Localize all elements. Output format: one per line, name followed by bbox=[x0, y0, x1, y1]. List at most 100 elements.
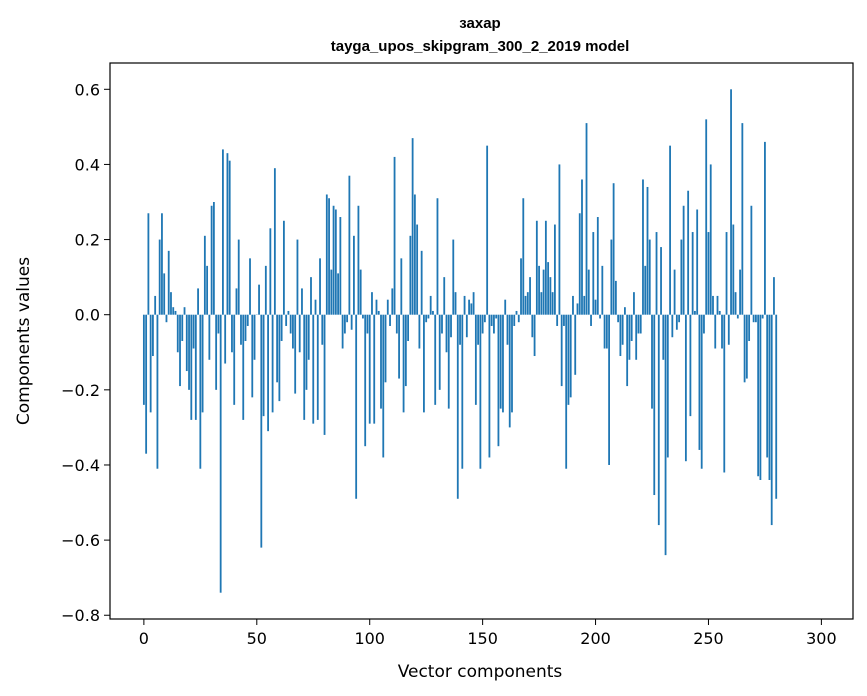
bar-component-77 bbox=[316, 314, 319, 420]
bar-component-177 bbox=[542, 269, 545, 315]
bar-component-251 bbox=[709, 164, 712, 315]
bar-component-183 bbox=[556, 314, 559, 326]
bar-component-166 bbox=[517, 314, 520, 323]
bar-component-150 bbox=[481, 314, 484, 334]
bar-component-176 bbox=[540, 292, 543, 315]
bar-component-213 bbox=[624, 307, 626, 315]
bar-component-134 bbox=[445, 314, 448, 353]
bar-component-260 bbox=[730, 89, 732, 315]
bar-component-199 bbox=[592, 232, 595, 315]
bar-component-196 bbox=[585, 123, 588, 315]
x-tick-label: 150 bbox=[467, 629, 498, 648]
bar-component-124 bbox=[423, 314, 425, 413]
bar-component-262 bbox=[734, 292, 737, 315]
bar-component-258 bbox=[725, 232, 728, 315]
bar-component-78 bbox=[319, 258, 321, 315]
bar-component-118 bbox=[409, 235, 412, 315]
bar-component-247 bbox=[700, 314, 703, 469]
bar-component-200 bbox=[594, 299, 597, 315]
bar-component-18 bbox=[183, 307, 186, 315]
bar-component-171 bbox=[529, 277, 531, 315]
bar-component-127 bbox=[429, 295, 432, 315]
bar-component-14 bbox=[174, 310, 177, 315]
bar-component-250 bbox=[707, 232, 710, 315]
bar-component-6 bbox=[156, 314, 159, 469]
bar-component-201 bbox=[596, 217, 599, 315]
bar-component-254 bbox=[716, 295, 719, 315]
bar-component-2 bbox=[147, 213, 150, 315]
bar-component-35 bbox=[222, 149, 224, 315]
bar-component-108 bbox=[386, 299, 389, 315]
x-tick-label: 200 bbox=[580, 629, 611, 648]
bar-component-179 bbox=[547, 262, 550, 315]
bar-component-147 bbox=[474, 314, 477, 405]
bar-component-137 bbox=[452, 239, 455, 315]
bar-component-27 bbox=[203, 235, 206, 315]
y-tick-label: −0.6 bbox=[61, 531, 100, 550]
bar-component-73 bbox=[307, 314, 310, 360]
bar-component-92 bbox=[350, 314, 353, 330]
bar-component-9 bbox=[163, 273, 166, 315]
bar-component-261 bbox=[732, 224, 735, 315]
bar-component-34 bbox=[219, 314, 222, 593]
bar-component-93 bbox=[353, 235, 355, 315]
bar-component-68 bbox=[296, 239, 299, 315]
x-axis: 0 50 100 150 200 250 300 bbox=[139, 619, 837, 648]
bar-component-4 bbox=[152, 314, 154, 357]
bar-component-156 bbox=[495, 314, 498, 319]
bar-component-224 bbox=[648, 239, 651, 315]
bar-component-47 bbox=[249, 258, 251, 315]
bar-component-141 bbox=[461, 314, 464, 469]
bar-component-3 bbox=[149, 314, 152, 413]
bar-component-229 bbox=[660, 247, 662, 315]
bar-component-243 bbox=[691, 232, 694, 315]
bar-component-74 bbox=[310, 277, 312, 315]
bar-component-275 bbox=[764, 141, 766, 315]
bar-component-81 bbox=[325, 194, 328, 315]
bar-component-181 bbox=[551, 292, 554, 315]
bar-component-13 bbox=[172, 307, 175, 315]
bar-component-15 bbox=[176, 314, 179, 353]
bar-component-7 bbox=[158, 239, 161, 315]
bar-component-122 bbox=[418, 314, 421, 349]
bar-component-42 bbox=[237, 239, 240, 315]
bar-component-162 bbox=[508, 314, 511, 428]
bar-component-233 bbox=[669, 145, 671, 315]
bar-component-188 bbox=[567, 314, 570, 405]
bar-component-239 bbox=[682, 205, 685, 315]
bar-component-131 bbox=[438, 314, 441, 390]
bar-component-276 bbox=[766, 314, 769, 458]
bar-component-256 bbox=[721, 314, 723, 349]
bar-component-230 bbox=[662, 314, 665, 360]
bar-component-194 bbox=[581, 179, 583, 315]
bar-component-249 bbox=[705, 119, 708, 315]
bar-component-210 bbox=[617, 314, 620, 323]
bar-component-110 bbox=[391, 288, 394, 315]
bar-component-198 bbox=[590, 314, 592, 326]
bar-component-28 bbox=[206, 265, 209, 315]
bar-component-54 bbox=[264, 265, 267, 315]
bar-component-41 bbox=[235, 288, 238, 315]
bar-component-140 bbox=[459, 314, 461, 345]
bar-component-51 bbox=[258, 284, 260, 315]
bar-component-203 bbox=[601, 265, 604, 315]
bar-component-172 bbox=[531, 314, 534, 338]
plot-frame bbox=[109, 62, 854, 620]
bar-component-267 bbox=[745, 314, 748, 379]
bar-component-192 bbox=[576, 303, 579, 315]
bar-component-39 bbox=[231, 314, 233, 353]
bar-component-60 bbox=[278, 314, 281, 402]
bar-component-116 bbox=[404, 314, 407, 387]
bar-component-218 bbox=[635, 314, 638, 360]
bar-component-21 bbox=[190, 314, 193, 420]
bar-component-161 bbox=[506, 314, 509, 345]
bar-component-246 bbox=[698, 314, 701, 450]
bar-component-49 bbox=[253, 314, 256, 360]
bar-component-174 bbox=[535, 220, 538, 315]
bar-component-79 bbox=[321, 314, 324, 345]
bar-component-257 bbox=[723, 314, 726, 473]
bar-component-135 bbox=[447, 314, 450, 409]
bar-component-16 bbox=[179, 314, 181, 387]
bar-component-121 bbox=[416, 224, 419, 315]
